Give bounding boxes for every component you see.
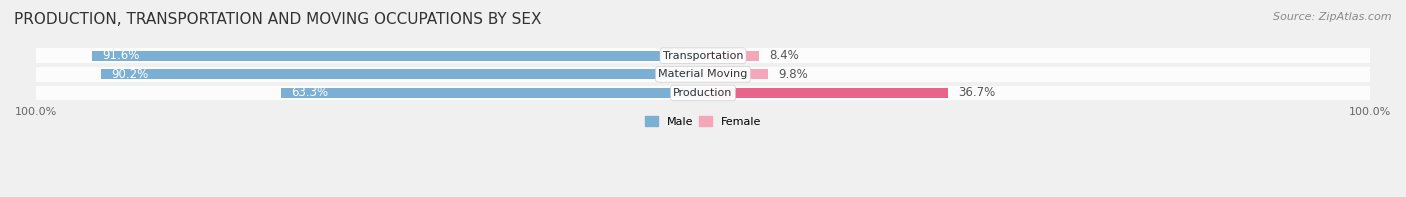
- Text: 91.6%: 91.6%: [103, 49, 139, 62]
- Text: PRODUCTION, TRANSPORTATION AND MOVING OCCUPATIONS BY SEX: PRODUCTION, TRANSPORTATION AND MOVING OC…: [14, 12, 541, 27]
- Bar: [93, 51, 703, 61]
- Bar: [37, 85, 1369, 100]
- Bar: [703, 88, 948, 98]
- Text: 63.3%: 63.3%: [291, 86, 328, 99]
- Bar: [703, 51, 759, 61]
- Text: Production: Production: [673, 88, 733, 98]
- Text: Source: ZipAtlas.com: Source: ZipAtlas.com: [1274, 12, 1392, 22]
- Text: Transportation: Transportation: [662, 51, 744, 61]
- Bar: [37, 48, 1369, 63]
- Text: 9.8%: 9.8%: [779, 68, 808, 81]
- Bar: [101, 69, 703, 79]
- Text: Material Moving: Material Moving: [658, 69, 748, 79]
- Bar: [703, 69, 768, 79]
- Bar: [281, 88, 703, 98]
- Text: 36.7%: 36.7%: [957, 86, 995, 99]
- Legend: Male, Female: Male, Female: [640, 112, 766, 131]
- Bar: [37, 67, 1369, 82]
- Text: 8.4%: 8.4%: [769, 49, 799, 62]
- Text: 90.2%: 90.2%: [111, 68, 149, 81]
